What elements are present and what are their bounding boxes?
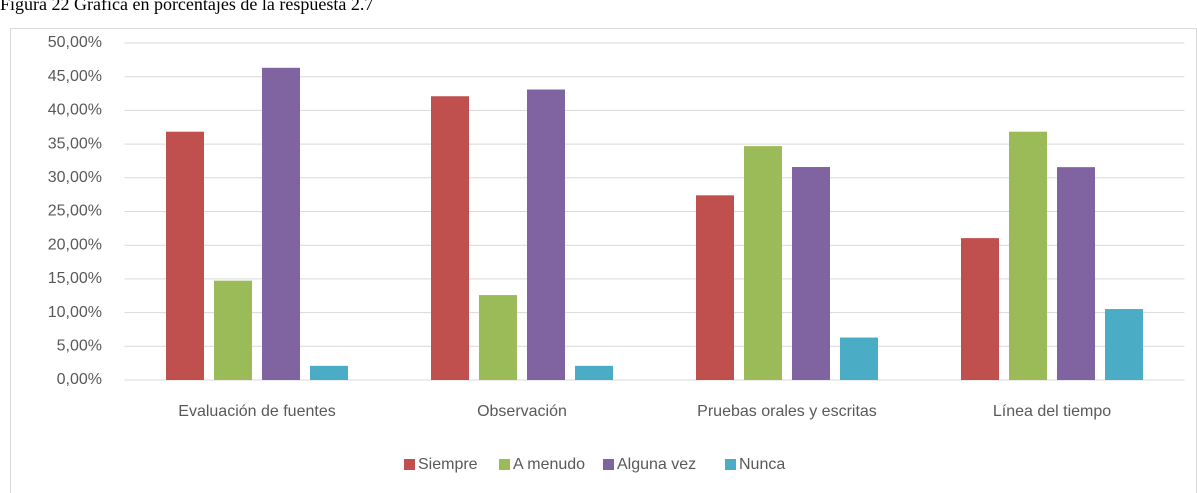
bar: [1009, 131, 1047, 380]
y-tick-label: 25,00%: [48, 203, 102, 220]
legend-swatch: [603, 459, 614, 470]
x-tick-label: Observación: [477, 403, 567, 420]
bar: [479, 295, 517, 380]
bar: [840, 337, 878, 380]
bar: [527, 89, 565, 381]
bar: [214, 280, 252, 380]
legend-label: Nunca: [739, 456, 785, 473]
legend-swatch: [499, 459, 510, 470]
bar: [696, 195, 734, 380]
legend-swatch: [404, 459, 415, 470]
y-tick-label: 35,00%: [48, 135, 102, 152]
bar: [431, 96, 469, 380]
bar: [961, 238, 999, 380]
y-tick-label: 40,00%: [48, 102, 102, 119]
x-tick-label: Evaluación de fuentes: [178, 403, 335, 420]
x-tick-label: Línea del tiempo: [993, 403, 1111, 420]
legend-label: Alguna vez: [617, 456, 696, 473]
y-tick-label: 10,00%: [48, 304, 102, 321]
bar: [744, 146, 782, 380]
y-tick-label: 50,00%: [48, 34, 102, 51]
y-tick-label: 5,00%: [57, 338, 102, 355]
chart-title: Figura 22 Gráfica en porcentajes de la r…: [0, 0, 373, 14]
bar: [792, 167, 830, 380]
y-tick-label: 20,00%: [48, 236, 102, 253]
bar: [1105, 309, 1143, 380]
x-tick-label: Pruebas orales y escritas: [697, 403, 877, 420]
y-tick-label: 45,00%: [48, 68, 102, 85]
legend-swatch: [725, 459, 736, 470]
legend-label: A menudo: [513, 456, 585, 473]
y-tick-label: 15,00%: [48, 270, 102, 287]
bar: [262, 67, 300, 381]
bar: [166, 131, 204, 380]
bar: [310, 365, 348, 380]
bar: [575, 365, 613, 380]
legend-label: Siempre: [418, 456, 478, 473]
y-tick-label: 0,00%: [57, 371, 102, 388]
bar: [1057, 167, 1095, 380]
y-tick-label: 30,00%: [48, 169, 102, 186]
